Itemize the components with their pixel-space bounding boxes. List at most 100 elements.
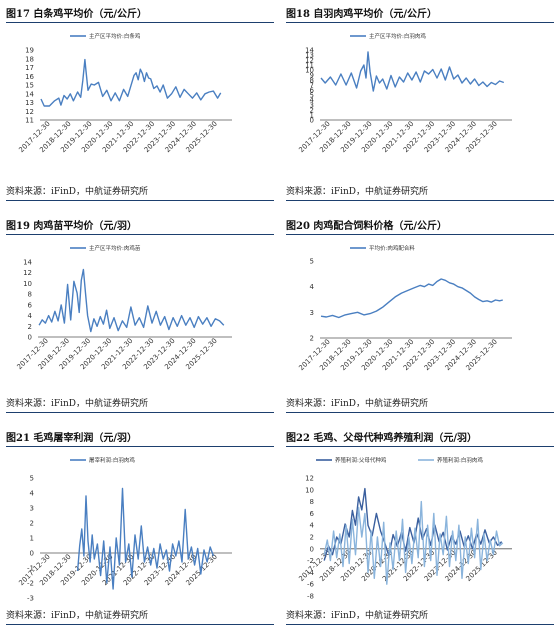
y-tick-label: 4 [310,522,315,530]
y-tick-label: 2 [310,107,314,115]
title-divider [6,234,274,235]
title-divider [286,22,554,23]
source-note: 资料来源：iFinD，中航证券研究所 [6,611,149,621]
y-tick-label: 10 [305,67,314,75]
y-tick-label: 17 [25,64,34,72]
legend-label: 主产区平均价:白条鸡 [89,32,141,40]
y-tick-label: 13 [25,99,34,107]
y-tick-label: 8 [310,498,314,506]
y-tick-label: 0 [310,117,314,125]
y-tick-label: 3 [30,505,34,513]
y-tick-label: -4 [307,569,315,577]
series-line [40,58,222,107]
y-tick-label: 2 [28,323,32,331]
y-tick-label: 19 [25,47,34,55]
y-tick-label: 6 [28,301,33,309]
y-tick-label: 6 [310,510,315,518]
y-tick-label: 2 [30,520,34,528]
line-chart: 屠宰利润:白羽肉鸡-3-2-10123452017-12-302018-12-3… [17,456,232,603]
y-tick-label: 10 [23,280,32,288]
line-chart: 主产区平均价:白羽肉鸡012345678910111213142017-12-3… [297,32,512,154]
y-tick-label: 4 [310,97,315,105]
line-chart: 主产区平均价:白条鸡1112131415161718192017-12-3020… [17,32,232,154]
y-tick-label: 2 [310,534,314,542]
y-tick-label: 11 [305,62,314,70]
legend-label: 屠宰利润:白羽肉鸡 [89,456,135,464]
y-tick-label: 7 [310,82,314,90]
chart-title: 图22 毛鸡、父母代种鸡养殖利润（元/羽） [286,433,478,444]
y-tick-label: -6 [307,581,315,589]
chart-title: 图17 白条鸡平均价（元/公斤） [6,9,148,20]
y-tick-label: 12 [25,108,34,116]
title-divider [6,22,274,23]
y-tick-label: 12 [305,57,314,65]
source-divider [286,624,554,625]
y-tick-label: 3 [310,309,314,317]
y-tick-label: 12 [23,269,32,277]
y-tick-label: 18 [25,55,34,63]
line-chart: 平均价:肉鸡配合料23452017-12-302018-12-302019-12… [297,244,512,372]
series-line [76,487,215,590]
y-tick-label: 4 [28,312,33,320]
panel-feed-price: 图20 肉鸡配合饲料价格（元/公斤） 平均价:肉鸡配合料 2 3 4 5 2017-12-… [280,212,560,424]
y-tick-label: 1 [310,112,314,120]
y-tick-label: -3 [27,595,34,603]
y-tick-label: -2 [27,580,34,588]
title-divider [286,234,554,235]
panel-breeding-profit: 图22 毛鸡、父母代种鸡养殖利润（元/羽） 养殖利润:父母代种鸡 养殖利润:白羽肉… [280,424,560,636]
panel-white-strip-chicken-price: 图17 白条鸡平均价（元/公斤） 主产区平均价:白条鸡 11 12 13 14 15 16 1… [0,0,280,212]
chart-title: 图21 毛鸡屠宰利润（元/羽） [6,433,138,444]
source-note: 资料来源：iFinD，中航证券研究所 [6,399,149,409]
chart-title: 图18 自羽肉鸡平均价（元/公斤） [286,9,438,20]
y-tick-label: 4 [30,490,35,498]
y-tick-label: -2 [307,557,314,565]
y-tick-label: 0 [28,334,32,342]
y-tick-label: 8 [28,291,32,299]
y-tick-label: 5 [30,475,34,483]
y-tick-label: 11 [25,117,34,125]
source-note: 资料来源：iFinD，中航证券研究所 [286,611,429,621]
title-divider [286,446,554,447]
line-chart: 主产区平均价:肉鸡苗024681012142017-12-302018-12-3… [16,244,232,371]
chart-title: 图19 肉鸡苗平均价（元/羽） [6,221,138,232]
y-tick-label: 1 [30,535,34,543]
y-tick-label: 6 [310,87,315,95]
y-tick-label: 13 [305,52,314,60]
legend-label: 养殖利润:白羽肉鸡 [437,456,483,464]
y-tick-label: 0 [30,550,34,558]
y-tick-label: 5 [310,92,314,100]
y-tick-label: -8 [307,593,314,601]
y-tick-label: 14 [25,90,34,98]
source-note: 资料来源：iFinD，中航证券研究所 [286,187,429,197]
source-divider [6,200,274,201]
panel-slaughter-profit: 图21 毛鸡屠宰利润（元/羽） 屠宰利润:白羽肉鸡 -3 -2 -1 0 1 2 3 4 5 201… [0,424,280,636]
series-line [323,487,503,561]
line-chart: 养殖利润:父母代种鸡 养殖利润:白羽肉鸡-8-6-4-20246810122017… [297,456,512,601]
legend-label: 平均价:肉鸡配合料 [369,244,415,252]
y-tick-label: 9 [310,72,314,80]
source-divider [286,200,554,201]
y-tick-label: 14 [23,259,32,267]
source-divider [6,412,274,413]
panel-white-feather-broiler-price: 图18 自羽肉鸡平均价（元/公斤） 主产区平均价:白羽肉鸡 0 1 2 3 4 5 6 7 8 9 1… [280,0,560,212]
y-tick-label: 14 [305,47,314,55]
y-tick-label: 4 [310,283,315,291]
y-tick-label: -1 [27,565,34,573]
y-tick-label: 5 [310,258,314,266]
source-divider [286,412,554,413]
panel-chick-price: 图19 肉鸡苗平均价（元/羽） 主产区平均价:肉鸡苗 0 2 4 6 8 10 12 14 201… [0,212,280,424]
title-divider [6,446,274,447]
y-tick-label: 8 [310,77,314,85]
y-tick-label: 3 [310,102,314,110]
y-tick-label: 16 [25,73,34,81]
legend-label: 主产区平均价:肉鸡苗 [89,244,141,252]
y-tick-label: 2 [310,335,314,343]
series-line [320,278,503,319]
y-tick-label: 0 [310,545,314,553]
chart-title: 图20 肉鸡配合饲料价格（元/公斤） [286,221,448,232]
y-tick-label: 15 [25,82,34,90]
source-note: 资料来源：iFinD，中航证券研究所 [286,399,429,409]
source-note: 资料来源：iFinD，中航证券研究所 [6,187,149,197]
y-tick-label: 10 [305,486,314,494]
source-divider [6,624,274,625]
